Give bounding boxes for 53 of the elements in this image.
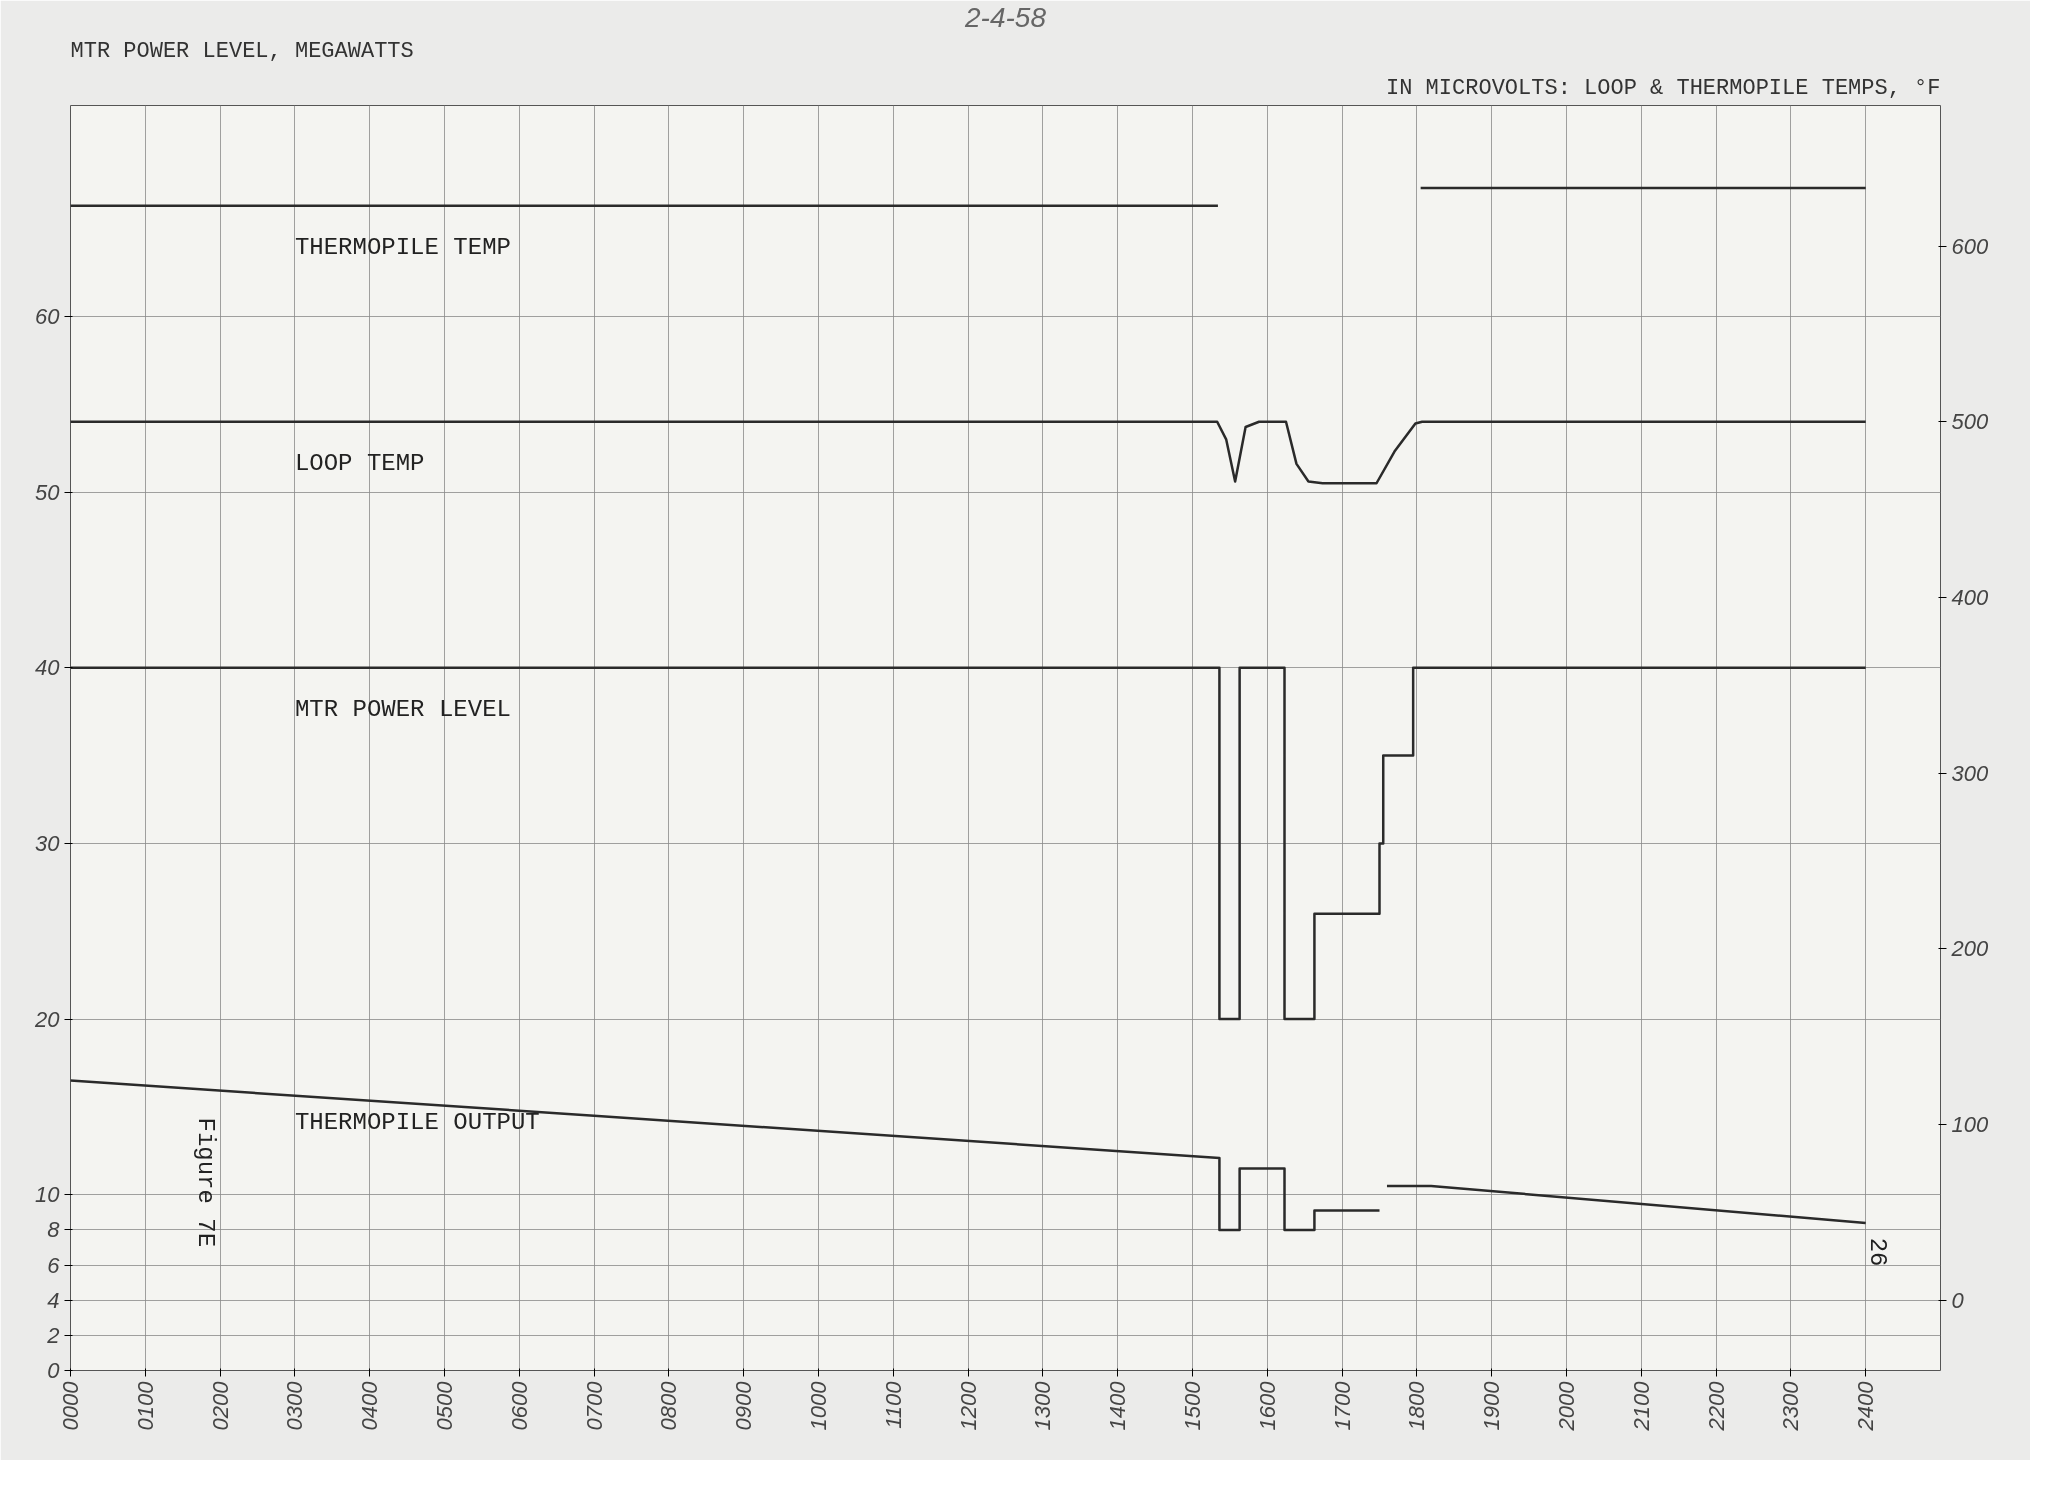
y-tick-label: 30 (35, 830, 61, 856)
x-tick-label: 0300 (282, 1380, 308, 1431)
series-label: MTR POWER LEVEL (294, 695, 511, 723)
y2-tick-label: 600 (1951, 233, 1989, 259)
x-tick-label: 1400 (1105, 1380, 1131, 1431)
y-tick-label: 20 (34, 1006, 61, 1032)
x-tick-label: 2200 (1703, 1380, 1729, 1432)
y-tick-label: 40 (35, 655, 61, 681)
y-tick-label: 4 (47, 1287, 60, 1313)
x-tick-label: 0800 (656, 1380, 682, 1431)
x-tick-label: 0700 (581, 1380, 607, 1431)
series-label: LOOP TEMP (294, 449, 425, 477)
x-tick-label: 1900 (1479, 1380, 1505, 1431)
x-tick-label: 1800 (1404, 1380, 1430, 1431)
x-tick-label: 0100 (132, 1380, 158, 1431)
y2-tick-label: 400 (1951, 584, 1989, 610)
x-tick-label: 0900 (731, 1380, 757, 1431)
y-tick-label: 6 (47, 1252, 61, 1278)
y-tick-label: 50 (35, 479, 61, 505)
y2-tick-label: 200 (1950, 936, 1989, 962)
y2-axis-title: IN MICROVOLTS: LOOP & THERMOPILE TEMPS, °F (1386, 75, 1941, 101)
x-tick-label: 0600 (506, 1380, 532, 1431)
x-tick-label: 2000 (1554, 1380, 1579, 1432)
y-tick-label: 2 (46, 1322, 60, 1348)
y2-tick-label: 500 (1951, 409, 1989, 435)
x-tick-label: 0000 (58, 1380, 83, 1431)
series-label: THERMOPILE TEMP (294, 233, 511, 261)
annotation: Figure 7E (192, 1117, 220, 1248)
x-tick-label: 2100 (1628, 1380, 1654, 1432)
y2-tick-label: 100 (1951, 1112, 1989, 1138)
y-axis-title: MTR POWER LEVEL, MEGAWATTS (70, 38, 414, 64)
x-tick-label: 1600 (1254, 1380, 1280, 1431)
x-tick-label: 0500 (432, 1380, 457, 1431)
x-tick-label: 1100 (880, 1380, 906, 1429)
annotation: 26 (1864, 1237, 1892, 1267)
x-tick-label: 0400 (357, 1380, 383, 1431)
y-tick-label: 10 (35, 1182, 61, 1208)
y-tick-label: 8 (47, 1217, 61, 1243)
x-tick-label: 1700 (1329, 1380, 1355, 1431)
y2-tick-label: 0 (1951, 1287, 1965, 1313)
y2-tick-label: 300 (1951, 760, 1989, 786)
series-label: THERMOPILE OUTPUT (294, 1108, 540, 1136)
chart-title: 2-4-58 (964, 1, 1047, 33)
x-tick-label: 1300 (1030, 1380, 1056, 1431)
x-tick-label: 2300 (1778, 1380, 1804, 1432)
x-tick-label: 2400 (1853, 1380, 1879, 1432)
x-tick-label: 0200 (207, 1380, 233, 1431)
x-tick-label: 1500 (1180, 1380, 1205, 1431)
x-tick-label: 1200 (955, 1380, 981, 1431)
y-tick-label: 60 (35, 303, 61, 329)
x-tick-label: 1000 (806, 1380, 831, 1431)
y-tick-label: 0 (47, 1358, 61, 1383)
line-series (70, 420, 1867, 485)
